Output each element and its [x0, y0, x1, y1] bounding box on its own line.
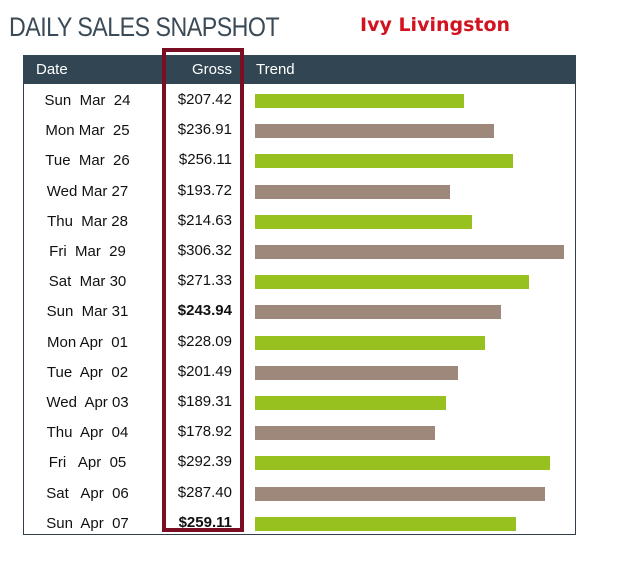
gross-cell: $236.91	[177, 121, 232, 139]
trend-bar	[255, 214, 472, 229]
trend-bar	[255, 516, 516, 531]
date-cell: Tue Mar 26	[45, 152, 130, 170]
date-cell: Thu Apr 04	[46, 424, 129, 442]
trend-bar	[255, 486, 545, 501]
gross-column-highlight	[162, 48, 244, 532]
date-cell: Mon Mar 25	[45, 122, 130, 140]
gross-cell: $292.39	[177, 453, 232, 471]
gross-cell: $271.33	[177, 272, 232, 290]
trend-bar	[255, 396, 446, 410]
trend-bar	[255, 426, 435, 441]
column-header-date: Date	[36, 61, 68, 78]
date-cell: Mon Apr 01	[47, 333, 128, 351]
table-header	[23, 55, 576, 84]
trend-bar	[255, 305, 501, 320]
gross-cell: $189.31	[177, 393, 232, 410]
gross-cell: $207.42	[177, 91, 232, 108]
column-header-trend: Trend	[256, 61, 295, 78]
gross-cell: $201.49	[177, 362, 232, 380]
trend-bar	[255, 245, 564, 259]
date-cell: Sat Mar 30	[48, 273, 127, 291]
date-cell: Thu Mar 28	[47, 212, 128, 230]
date-cell: Sun Apr 07	[46, 514, 129, 532]
trend-bar	[255, 275, 529, 290]
trend-bar	[255, 154, 513, 169]
date-cell: Wed Mar 27	[46, 182, 129, 200]
date-cell: Fri Apr 05	[48, 454, 127, 472]
trend-bar	[255, 184, 450, 199]
author-name: Ivy Livingston	[360, 14, 511, 36]
gross-cell: $306.32	[177, 242, 232, 259]
trend-bar	[255, 456, 550, 471]
gross-cell: $287.40	[177, 483, 232, 501]
gross-cell: $243.94	[177, 302, 232, 320]
trend-bar	[255, 94, 464, 108]
gross-cell: $193.72	[177, 181, 232, 199]
date-cell: Tue Apr 02	[46, 363, 129, 381]
trend-bar	[255, 124, 494, 139]
gross-cell: $178.92	[177, 423, 232, 441]
gross-cell: $256.11	[178, 151, 232, 169]
gross-cell: $228.09	[177, 332, 232, 350]
date-cell: Fri Mar 29	[49, 243, 126, 260]
column-header-gross: Gross	[191, 61, 232, 78]
date-cell: Sat Apr 06	[46, 484, 129, 502]
gross-cell: $259.11	[178, 513, 232, 531]
date-cell: Wed Apr 03	[46, 394, 129, 411]
gross-cell: $214.63	[177, 211, 232, 229]
date-cell: Sun Mar 31	[46, 303, 129, 321]
trend-bar	[255, 365, 458, 380]
date-cell: Sun Mar 24	[44, 92, 131, 109]
page-title: DAILY SALES SNAPSHOT	[9, 12, 280, 42]
trend-bar	[255, 335, 485, 350]
